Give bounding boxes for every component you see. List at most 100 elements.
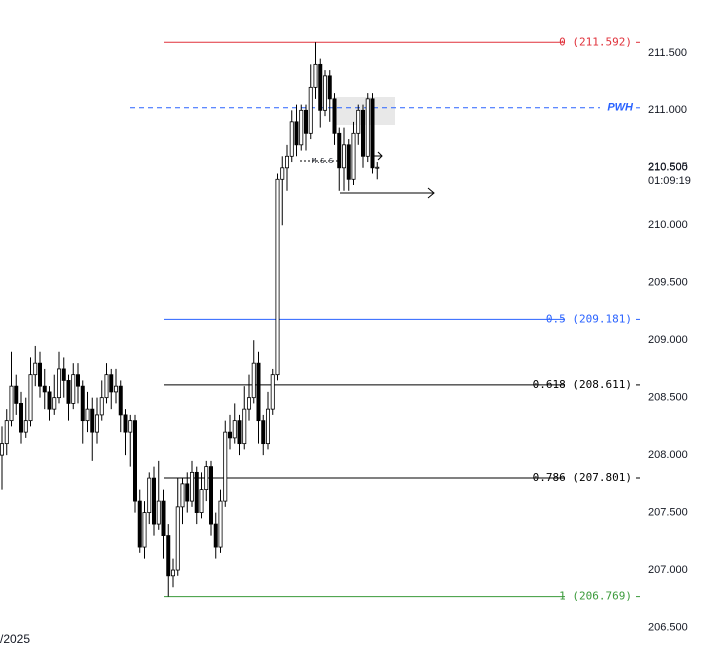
candle-body (85, 408, 90, 422)
y-tick-label: 207.000 (648, 564, 688, 576)
candle-body (95, 414, 100, 433)
candle-body (322, 75, 327, 111)
level-label: 0 (211.592) (559, 35, 632, 48)
candle-body (66, 380, 71, 404)
candle-body (365, 98, 370, 157)
candle-body (189, 471, 194, 502)
candle-body (327, 75, 332, 100)
candle-body (341, 144, 346, 169)
candle-body (28, 374, 33, 422)
candle-body (185, 483, 190, 502)
y-tick-label: 206.500 (648, 621, 688, 633)
y-tick-label: 210.500 (648, 162, 688, 174)
candle-body (280, 167, 285, 180)
candle-body (346, 144, 351, 180)
candle-body (246, 397, 251, 410)
candle-body (166, 535, 171, 577)
y-tick-label: 210.000 (648, 219, 688, 231)
candle-body (275, 178, 280, 376)
candle-body (38, 362, 43, 387)
candle-body (370, 98, 375, 169)
candle-body (23, 420, 28, 433)
mss-label: M.S.S (312, 157, 333, 165)
candle-body (18, 403, 23, 433)
candle-body (213, 523, 218, 548)
candle-body (270, 374, 275, 410)
candle-body (242, 408, 247, 445)
candle-body (128, 420, 133, 433)
candle-body (123, 414, 128, 433)
y-tick-label: 211.000 (648, 104, 687, 116)
candle-body (199, 489, 204, 513)
candle-body (337, 132, 342, 169)
candle-body (223, 431, 228, 502)
candle-body (299, 109, 304, 146)
y-tick-label: 208.000 (648, 449, 688, 461)
candle-body (265, 408, 270, 445)
candle-body (161, 500, 166, 536)
candle-body (147, 477, 152, 513)
candle-body (71, 374, 76, 404)
candle-body (33, 362, 38, 376)
candle-body (360, 109, 365, 157)
level-label: 0.786 (207.801) (533, 471, 632, 484)
candle-body (14, 385, 19, 404)
y-tick-label: 209.500 (648, 277, 688, 289)
candle-body (156, 500, 161, 525)
candle-body (80, 385, 85, 422)
candle-body (251, 362, 256, 399)
candle-body (52, 397, 57, 410)
candle-body (208, 466, 213, 525)
candle-body (303, 109, 308, 134)
y-tick-label: 208.500 (648, 392, 688, 404)
candle-body (351, 132, 356, 180)
candle-body (151, 477, 156, 525)
candle-body (99, 397, 104, 416)
candle-body (47, 391, 52, 410)
candle-body (204, 466, 209, 491)
candle-body (9, 385, 14, 422)
candle-body (232, 420, 237, 439)
candle-body (261, 420, 266, 445)
candle-body (132, 420, 137, 502)
candle-body (57, 368, 62, 399)
candle-body (318, 63, 323, 111)
candle-body (356, 109, 361, 134)
last-price-label: 210.505 (648, 161, 688, 173)
candle-body (227, 431, 232, 439)
candle-body (76, 374, 81, 387)
y-tick-label: 209.000 (648, 334, 688, 346)
level-label: 0.5 (209.181) (546, 312, 632, 325)
candle-body (114, 385, 119, 393)
candle-body (61, 368, 66, 381)
candle-body (109, 374, 114, 393)
candle-body (142, 512, 147, 548)
candle-body (256, 362, 261, 422)
level-label: 1 (206.769) (559, 590, 632, 603)
candle-body (118, 385, 123, 416)
candle-body (104, 374, 109, 399)
date-fragment: /2025 (0, 632, 30, 646)
candle-body (194, 471, 199, 513)
candle-body (237, 420, 242, 445)
candle-body (175, 506, 180, 571)
candle-body (313, 63, 318, 88)
candle-body (294, 121, 299, 146)
candle-body (170, 569, 175, 577)
candle-body (289, 121, 294, 157)
level-label: PWH (607, 102, 634, 114)
level-label: 0.618 (208.611) (533, 378, 632, 391)
candle-body (90, 408, 95, 433)
candle-body (137, 500, 142, 548)
candle-body (332, 98, 337, 134)
candle-body (180, 483, 185, 508)
candle-body (308, 86, 313, 134)
candle-body (375, 166, 380, 169)
candle-body (218, 500, 223, 548)
candle-body (0, 443, 4, 456)
y-tick-label: 211.500 (648, 47, 687, 59)
countdown: 01:09:19 (648, 175, 691, 187)
y-tick-label: 207.500 (648, 506, 688, 518)
candle-body (284, 155, 289, 169)
